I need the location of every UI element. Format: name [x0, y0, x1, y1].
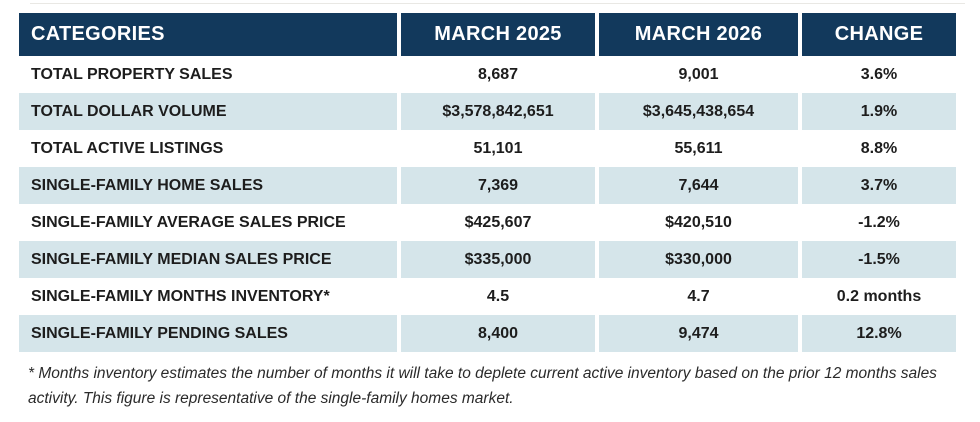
category-cell: SINGLE-FAMILY MEDIAN SALES PRICE [19, 241, 397, 278]
table-row: SINGLE-FAMILY PENDING SALES 8,400 9,474 12.… [19, 315, 960, 352]
value-cell: -1.2% [802, 204, 956, 241]
value-cell: 9,001 [599, 56, 798, 93]
value-cell: 3.6% [802, 56, 956, 93]
value-cell: $335,000 [401, 241, 595, 278]
value-cell: 8,687 [401, 56, 595, 93]
value-cell: 4.7 [599, 278, 798, 315]
top-crop-hairline [30, 3, 965, 4]
value-cell: $425,607 [401, 204, 595, 241]
table-row: TOTAL ACTIVE LISTINGS 51,101 55,611 8.8% [19, 130, 960, 167]
category-cell: SINGLE-FAMILY PENDING SALES [19, 315, 397, 352]
category-cell: SINGLE-FAMILY AVERAGE SALES PRICE [19, 204, 397, 241]
category-cell: SINGLE-FAMILY MONTHS INVENTORY* [19, 278, 397, 315]
table-row: TOTAL PROPERTY SALES 8,687 9,001 3.6% [19, 56, 960, 93]
table-row: TOTAL DOLLAR VOLUME $3,578,842,651 $3,645,… [19, 93, 960, 130]
value-cell: 0.2 months [802, 278, 956, 315]
header-march-2025: MARCH 2025 [401, 13, 595, 56]
value-cell: 3.7% [802, 167, 956, 204]
value-cell: $330,000 [599, 241, 798, 278]
table-row: SINGLE-FAMILY MEDIAN SALES PRICE $335,000… [19, 241, 960, 278]
value-cell: $3,645,438,654 [599, 93, 798, 130]
value-cell: -1.5% [802, 241, 956, 278]
category-cell: TOTAL PROPERTY SALES [19, 56, 397, 93]
value-cell: 55,611 [599, 130, 798, 167]
months-inventory-footnote: * Months inventory estimates the number … [28, 365, 937, 407]
value-cell: 4.5 [401, 278, 595, 315]
value-cell: 9,474 [599, 315, 798, 352]
table-row: SINGLE-FAMILY AVERAGE SALES PRICE $425,60… [19, 204, 960, 241]
value-cell: 51,101 [401, 130, 595, 167]
value-cell: $420,510 [599, 204, 798, 241]
value-cell: 12.8% [802, 315, 956, 352]
value-cell: 1.9% [802, 93, 956, 130]
header-march-2026: MARCH 2026 [599, 13, 798, 56]
value-cell: 8.8% [802, 130, 956, 167]
value-cell: 7,644 [599, 167, 798, 204]
value-cell: 7,369 [401, 167, 595, 204]
header-categories: CATEGORIES [19, 13, 397, 56]
category-cell: SINGLE-FAMILY HOME SALES [19, 167, 397, 204]
market-stats-table: CATEGORIES MARCH 2025 MARCH 2026 CHANGE … [19, 13, 960, 352]
category-cell: TOTAL DOLLAR VOLUME [19, 93, 397, 130]
header-change: CHANGE [802, 13, 956, 56]
table-body: TOTAL PROPERTY SALES 8,687 9,001 3.6% TOTAL … [19, 56, 960, 352]
table-row: SINGLE-FAMILY HOME SALES 7,369 7,644 3.7% [19, 167, 960, 204]
value-cell: $3,578,842,651 [401, 93, 595, 130]
table-row: SINGLE-FAMILY MONTHS INVENTORY* 4.5 4.7 0.2… [19, 278, 960, 315]
value-cell: 8,400 [401, 315, 595, 352]
table-header-row: CATEGORIES MARCH 2025 MARCH 2026 CHANGE [19, 13, 960, 56]
category-cell: TOTAL ACTIVE LISTINGS [19, 130, 397, 167]
